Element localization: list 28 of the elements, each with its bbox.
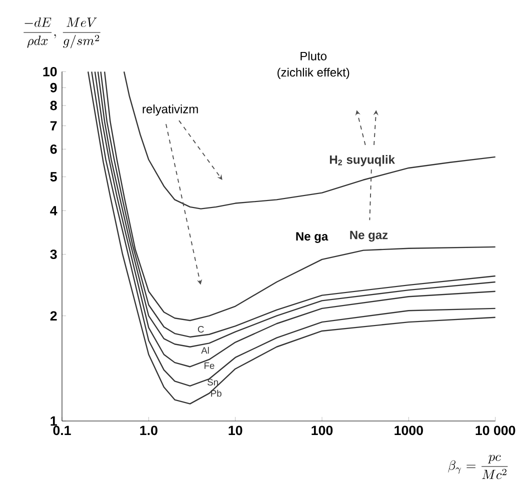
y-tick-label: 7	[50, 121, 57, 130]
text: Pluto	[300, 52, 326, 60]
annotation: (zichlik effekt)	[278, 68, 350, 79]
x-axis-title: $\beta_{\gamma}=\frac{pc}{Mc^{2}}$	[448, 454, 508, 480]
y-tick-label: 4	[50, 206, 58, 216]
annotation: relyativizm	[142, 104, 198, 116]
y-tick-label: 8	[50, 100, 57, 110]
y-tick-label: 2	[50, 311, 57, 320]
series-label: Ne gaz	[350, 230, 388, 242]
x-tick-label: 10	[228, 426, 242, 436]
y-tick-label: 1	[50, 416, 57, 426]
y-tick-label: 10	[43, 66, 57, 76]
x-tick-label: 0.1	[53, 426, 71, 436]
series-label: H$_{2}$ suyuqlik	[330, 155, 395, 166]
y-tick-label: 3	[50, 250, 57, 260]
y-tick-label: 5	[50, 172, 57, 182]
x-tick-label: 10 000	[476, 426, 516, 436]
annotation: Ne ga	[296, 232, 328, 243]
x-tick-label: 100	[312, 426, 333, 436]
series-label: Sn	[208, 378, 218, 386]
series-label: Al	[201, 346, 209, 354]
y-tick-label: 6	[50, 144, 57, 154]
series-label: C	[198, 326, 204, 333]
y-axis-title: $\frac{-dE}{\rho dx},\,\frac{MeV}{g/sm^{2}}$	[24, 18, 100, 48]
x-tick-label: 1.0	[140, 426, 158, 436]
y-tick-label: 9	[50, 82, 57, 92]
series-label: Fe	[204, 362, 214, 369]
x-tick-label: 1000	[394, 426, 423, 436]
